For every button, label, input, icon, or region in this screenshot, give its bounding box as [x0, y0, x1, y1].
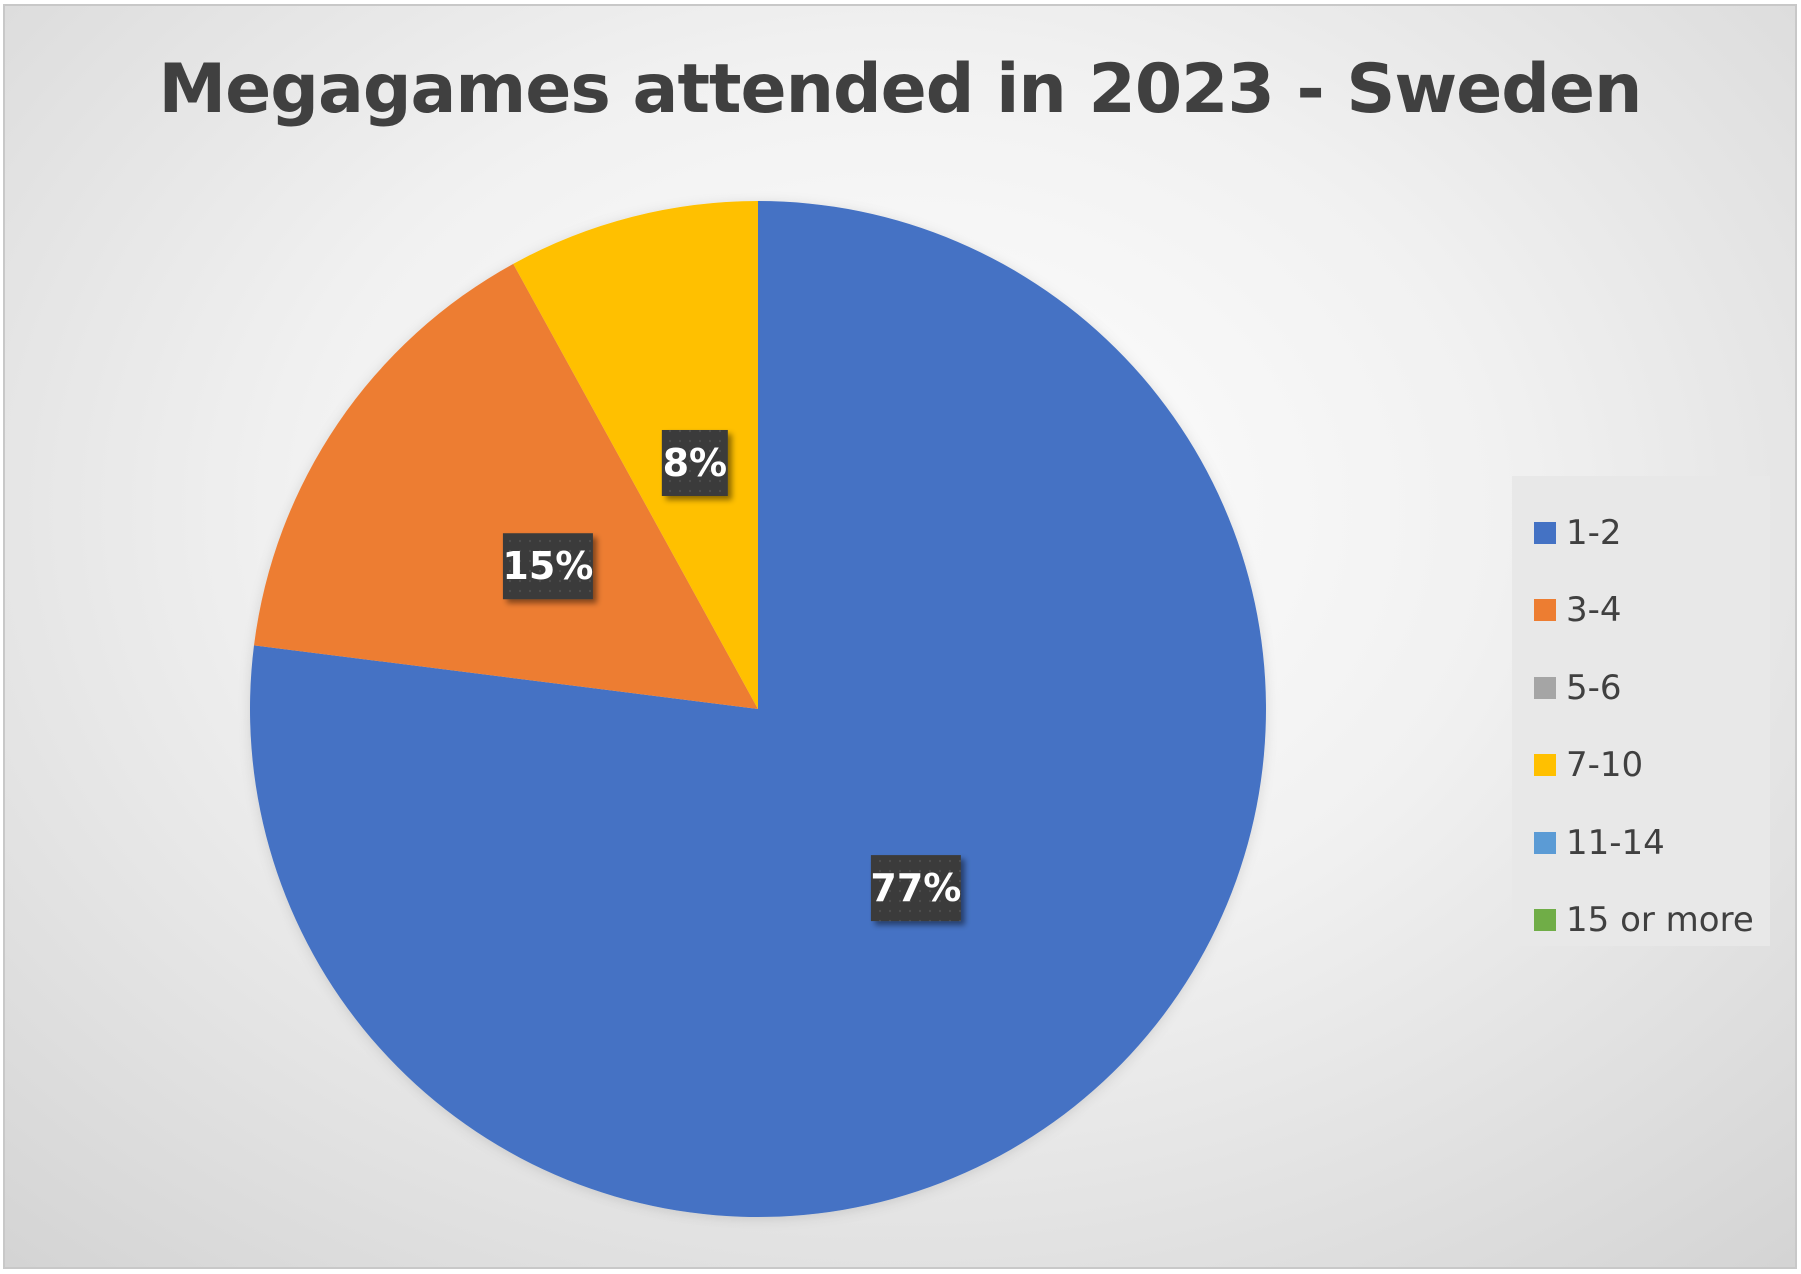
- legend-swatch: [1534, 909, 1556, 932]
- legend-swatch: [1534, 521, 1556, 544]
- legend-label: 11-14: [1566, 822, 1665, 863]
- pie-data-labels: 77% 15% 8%: [502, 429, 961, 922]
- data-label-box: [870, 855, 961, 922]
- legend-item-11-14: 11-14: [1512, 804, 1770, 882]
- legend-item-5-6: 5-6: [1512, 649, 1770, 727]
- legend-item-15-or-more: 15 or more: [1512, 882, 1770, 960]
- legend-label: 15 or more: [1566, 900, 1754, 941]
- data-label-text: 8%: [663, 441, 728, 485]
- legend-label: 7-10: [1566, 745, 1644, 786]
- data-label-3-4: 15%: [502, 533, 593, 600]
- data-label-1-2: 77%: [870, 855, 961, 922]
- data-label-box: [661, 429, 728, 496]
- pie-slices: [250, 201, 1267, 1217]
- legend-item-3-4: 3-4: [1512, 572, 1770, 650]
- legend-swatch: [1534, 676, 1556, 699]
- pie-slice-7-10: [513, 201, 758, 709]
- pie-slice-1-2: [250, 201, 1267, 1217]
- legend-swatch: [1534, 754, 1556, 777]
- data-label-text: 15%: [502, 544, 593, 588]
- legend-label: 5-6: [1566, 667, 1622, 708]
- chart-area: Megagames attended in 2023 - Sweden 77% 1…: [3, 4, 1797, 1269]
- legend-swatch: [1534, 831, 1556, 854]
- data-label-7-10: 8%: [661, 429, 728, 496]
- pie-slice-3-4: [254, 263, 758, 709]
- data-label-box: [502, 533, 593, 600]
- legend-item-1-2: 1-2: [1512, 494, 1770, 572]
- legend-label: 3-4: [1566, 590, 1622, 631]
- legend-swatch: [1534, 599, 1556, 622]
- legend-label: 1-2: [1566, 512, 1622, 553]
- pie-chart: 77% 15% 8%: [250, 201, 1267, 1217]
- legend: 1-2 3-4 5-6 7-10 11-14 15 or more: [1512, 476, 1770, 946]
- legend-item-7-10: 7-10: [1512, 727, 1770, 805]
- data-label-text: 77%: [870, 866, 961, 910]
- chart-title: Megagames attended in 2023 - Sweden: [158, 50, 1643, 129]
